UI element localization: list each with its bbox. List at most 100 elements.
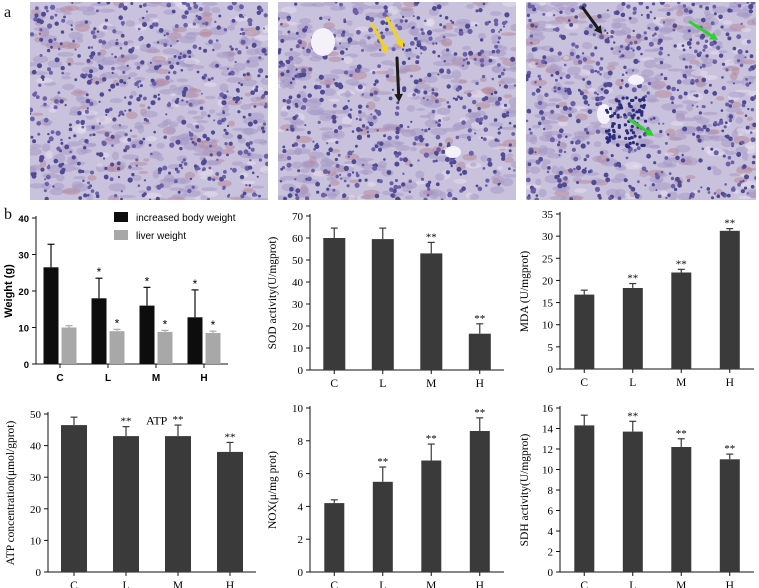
panel-label-a: a: [4, 4, 12, 21]
x-tick-label: M: [676, 580, 686, 588]
chart-sdh: 0 2 4 6 8 10 12 14 16 SDH activity(U/mgprot) C L M H *…: [519, 403, 754, 588]
bar: [157, 331, 173, 364]
bar: [43, 267, 59, 364]
bar: [61, 327, 77, 364]
bar: [622, 431, 643, 572]
arrow-marker: [688, 20, 718, 40]
bar: [671, 272, 692, 369]
bar: [187, 317, 203, 364]
x-tick-label: C: [330, 580, 338, 588]
y-tick-label: 0: [548, 567, 554, 579]
micrograph-2: [278, 2, 516, 200]
y-tick-label: 8: [548, 485, 554, 497]
y-tick-label: 40: [18, 214, 29, 225]
legend-label: increased body weight: [136, 213, 236, 224]
y-tick-label: 10: [18, 324, 29, 335]
bar: [91, 298, 107, 364]
significance-label: **: [173, 414, 184, 426]
bar: [109, 331, 125, 364]
bar: [324, 503, 345, 572]
bar: [719, 230, 740, 369]
significance-label: **: [724, 218, 735, 230]
significance-label: *: [211, 318, 216, 332]
significance-label: **: [121, 416, 132, 428]
y-tick-label: 20: [18, 287, 29, 298]
x-tick-label: H: [226, 580, 234, 588]
bar: [139, 305, 155, 364]
y-tick-label: 30: [18, 251, 29, 262]
y-tick-label: 10: [30, 535, 42, 547]
y-tick-label: 0: [298, 567, 304, 579]
y-axis-label: SOD activity(U/mgprot): [267, 236, 279, 349]
significance-label: *: [193, 277, 198, 291]
x-tick-label: H: [476, 580, 484, 588]
significance-label: **: [627, 410, 638, 422]
legend-label: liver weight: [136, 231, 186, 242]
x-tick-label: C: [580, 580, 588, 588]
micrograph-3: [526, 2, 756, 200]
tissue-texture: [526, 2, 756, 200]
y-tick-label: 14: [542, 424, 554, 436]
y-tick-label: 20: [292, 321, 304, 333]
arrow-marker: [394, 56, 403, 102]
bar: [61, 425, 87, 572]
bar: [217, 451, 243, 572]
y-tick-label: 4: [298, 501, 304, 513]
x-tick-label: C: [70, 580, 78, 588]
bar: [574, 294, 595, 369]
arrow-marker: [581, 6, 602, 34]
bar: [469, 431, 490, 572]
bar: [468, 333, 491, 370]
y-tick-label: 16: [542, 403, 554, 415]
bar: [574, 425, 595, 572]
significance-label: **: [724, 443, 735, 455]
legend-swatch: [114, 230, 128, 240]
chart-atp: 0 10 20 30 40 50 ATP concentration(μmol/gprot)…: [5, 409, 256, 588]
x-tick-label: H: [726, 580, 734, 588]
x-tick-label: L: [629, 580, 636, 588]
micrograph-1: [30, 2, 268, 200]
legend-swatch: [114, 212, 128, 222]
significance-label: *: [145, 274, 150, 288]
y-axis-label: Weight (g): [3, 264, 15, 318]
bar: [323, 238, 346, 370]
significance-label: *: [163, 317, 168, 331]
y-tick-label: 0: [548, 364, 554, 376]
y-tick-label: 6: [548, 506, 554, 518]
significance-label: *: [97, 265, 102, 279]
y-tick-label: 12: [542, 444, 553, 456]
x-tick-label: L: [105, 373, 111, 384]
y-tick-label: 4: [548, 526, 554, 538]
bar: [719, 459, 740, 573]
significance-label: **: [474, 313, 485, 325]
tissue-texture: [30, 2, 268, 200]
y-tick-label: 50: [30, 409, 42, 421]
y-tick-label: 0: [24, 360, 29, 371]
y-tick-label: 15: [542, 298, 554, 310]
significance-label: *: [115, 316, 120, 330]
x-tick-label: C: [330, 378, 338, 387]
panel-label-b: b: [4, 206, 12, 223]
x-tick-label: H: [476, 378, 484, 387]
bar: [205, 333, 221, 364]
bar: [113, 436, 139, 572]
y-tick-label: 20: [542, 275, 554, 287]
chart-annotation: ATP: [146, 414, 168, 428]
significance-label: **: [426, 433, 437, 445]
y-axis-label: MDA (U/mgprot): [519, 251, 531, 333]
bar: [420, 253, 443, 370]
y-axis-label: ATP concentration(μmol/gprot): [5, 421, 17, 566]
significance-label: **: [377, 456, 388, 468]
bar: [622, 288, 643, 369]
significance-label: **: [627, 273, 638, 285]
y-tick-label: 0: [36, 567, 42, 579]
x-tick-label: M: [152, 373, 160, 384]
y-tick-label: 40: [292, 277, 304, 289]
chart-weight: 0 10 20 30 40 Weight (g) C L M H * * * * * * increased b…: [3, 212, 236, 384]
y-axis-label: SDH activity(U/mgprot): [519, 433, 531, 546]
y-tick-label: 2: [548, 547, 554, 559]
y-tick-label: 10: [542, 465, 554, 477]
chart-sod: 0 10 20 30 40 50 60 70 SOD activity(U/mgprot) C L M…: [267, 211, 504, 387]
significance-label: **: [426, 231, 437, 243]
arrow-marker: [628, 118, 654, 136]
